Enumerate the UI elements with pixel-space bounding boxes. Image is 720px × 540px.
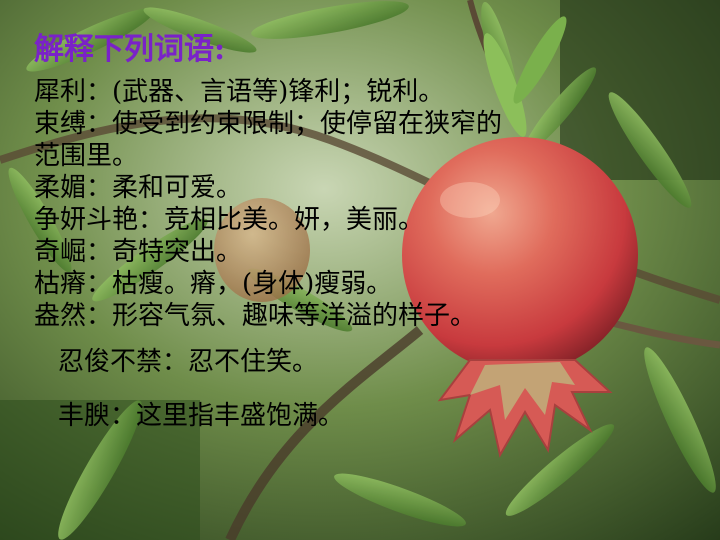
vocab-line: 争妍斗艳：竞相比美。妍，美丽。	[34, 205, 425, 235]
vocabulary-list: 犀利：(武器、言语等)锋利；锐利。 束缚：使受到约束限制；使停留在狭窄的 范围里…	[34, 76, 634, 432]
vocab-line: 柔媚：柔和可爱。	[34, 173, 243, 203]
vocab-line: 丰腴：这里指丰盛饱满。	[58, 401, 345, 431]
vocab-line: 枯瘠：枯瘦。瘠，(身体)瘦弱。	[34, 269, 393, 299]
vocab-line: 束缚：使受到约束限制；使停留在狭窄的	[34, 109, 503, 139]
vocab-line: 犀利：(武器、言语等)锋利；锐利。	[34, 77, 445, 107]
vocab-line: 盎然：形容气氛、趣味等洋溢的样子。	[34, 301, 477, 331]
vocab-line: 范围里。	[34, 141, 139, 171]
vocab-line: 奇崛：奇特突出。	[34, 237, 243, 267]
slide-title: 解释下列词语:	[34, 32, 226, 67]
vocab-line: 忍俊不禁：忍不住笑。	[58, 347, 319, 377]
